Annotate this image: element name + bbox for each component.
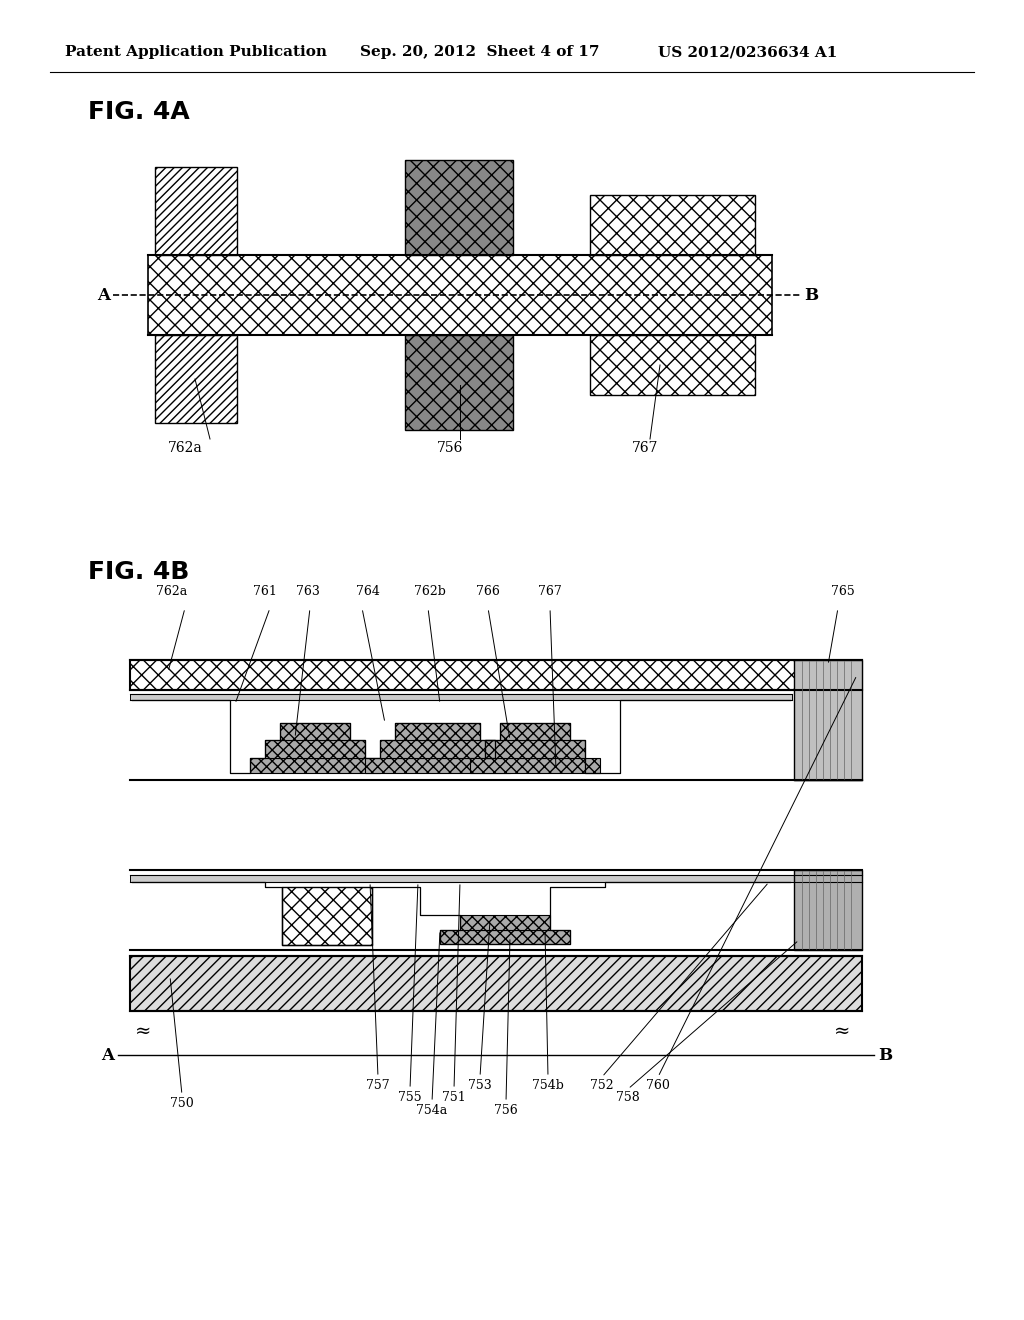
Text: 764: 764	[356, 585, 380, 598]
Bar	[155, 168, 237, 255]
Bar	[794, 870, 862, 950]
Bar	[440, 931, 570, 944]
Text: 762a: 762a	[157, 585, 187, 598]
Text: 762b: 762b	[414, 585, 445, 598]
Text: 756: 756	[437, 441, 463, 455]
Text: FIG. 4B: FIG. 4B	[88, 560, 189, 583]
Bar	[590, 195, 755, 255]
Text: 756: 756	[495, 1104, 518, 1117]
Text: 751: 751	[442, 1092, 466, 1104]
Bar	[148, 255, 772, 335]
Text: 762a: 762a	[168, 441, 203, 455]
Text: 754a: 754a	[417, 1104, 447, 1117]
Text: 750: 750	[170, 1097, 194, 1110]
Text: 760: 760	[646, 1078, 670, 1092]
Bar	[130, 694, 792, 700]
Text: 765: 765	[831, 585, 855, 598]
Text: 757: 757	[367, 1078, 390, 1092]
Text: Sep. 20, 2012  Sheet 4 of 17: Sep. 20, 2012 Sheet 4 of 17	[360, 45, 599, 59]
Text: 755: 755	[398, 1092, 422, 1104]
Text: ≈: ≈	[834, 1023, 850, 1041]
Text: 758: 758	[616, 1092, 640, 1104]
Text: 763: 763	[296, 585, 319, 598]
Bar	[460, 915, 550, 931]
Bar	[250, 758, 380, 774]
Text: B: B	[804, 286, 818, 304]
Text: 761: 761	[253, 585, 276, 598]
Bar	[282, 887, 372, 945]
Text: B: B	[878, 1047, 892, 1064]
Bar	[395, 723, 480, 741]
Bar	[406, 160, 513, 255]
Text: A: A	[97, 286, 110, 304]
Bar	[130, 875, 862, 882]
Bar	[470, 758, 600, 774]
Text: 752: 752	[590, 1078, 613, 1092]
Bar	[590, 335, 755, 395]
Bar	[130, 660, 862, 690]
Bar	[500, 723, 570, 741]
Text: FIG. 4A: FIG. 4A	[88, 100, 189, 124]
Text: 767: 767	[539, 585, 562, 598]
Bar	[265, 741, 365, 758]
Text: 754b: 754b	[532, 1078, 564, 1092]
Bar	[365, 758, 510, 774]
Bar	[380, 741, 495, 758]
Bar	[406, 335, 513, 430]
Text: 767: 767	[632, 441, 658, 455]
Bar	[485, 741, 585, 758]
Bar	[155, 335, 237, 422]
Bar	[130, 956, 862, 1011]
Text: 766: 766	[476, 585, 500, 598]
Text: Patent Application Publication: Patent Application Publication	[65, 45, 327, 59]
Text: ≈: ≈	[135, 1023, 152, 1041]
Bar	[280, 723, 350, 741]
Bar	[794, 660, 862, 780]
Text: 753: 753	[468, 1078, 492, 1092]
Text: A: A	[101, 1047, 114, 1064]
Text: US 2012/0236634 A1: US 2012/0236634 A1	[658, 45, 838, 59]
